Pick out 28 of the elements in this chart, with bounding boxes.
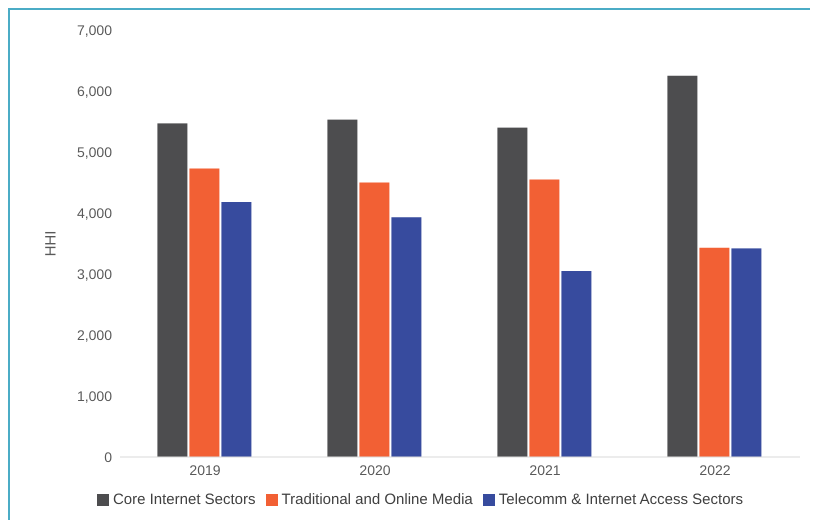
- bar: [497, 128, 528, 457]
- y-tick-label: 0: [104, 448, 112, 465]
- y-tick-label: 3,000: [76, 266, 112, 282]
- y-tick-label: 4,000: [76, 204, 112, 221]
- bar: [221, 202, 252, 457]
- bar: [391, 217, 422, 457]
- legend-label: Traditional and Online Media: [282, 491, 473, 508]
- x-tick-label: 2019: [189, 462, 221, 478]
- x-tick-label: 2020: [359, 462, 391, 478]
- x-tick-label: 2022: [699, 462, 731, 478]
- y-tick-label: 2,000: [76, 326, 112, 343]
- x-tick-label: 2021: [529, 462, 561, 478]
- bar: [359, 182, 390, 457]
- bar: [327, 120, 358, 457]
- y-tick-label: 5,000: [76, 144, 112, 160]
- bar: [189, 168, 220, 457]
- bar: [529, 179, 560, 457]
- bar: [667, 76, 698, 457]
- legend-label: Telecomm & Internet Access Sectors: [498, 491, 744, 508]
- y-axis-title: HHI: [42, 230, 60, 256]
- y-tick-label: 7,000: [76, 22, 112, 38]
- bar: [157, 123, 188, 457]
- bar: [731, 248, 762, 457]
- bar: [699, 248, 730, 457]
- bar: [561, 270, 592, 457]
- legend-label: Core Internet Sectors: [112, 491, 256, 508]
- y-tick-label: 1,000: [76, 388, 112, 404]
- y-tick-label: 6,000: [76, 82, 112, 99]
